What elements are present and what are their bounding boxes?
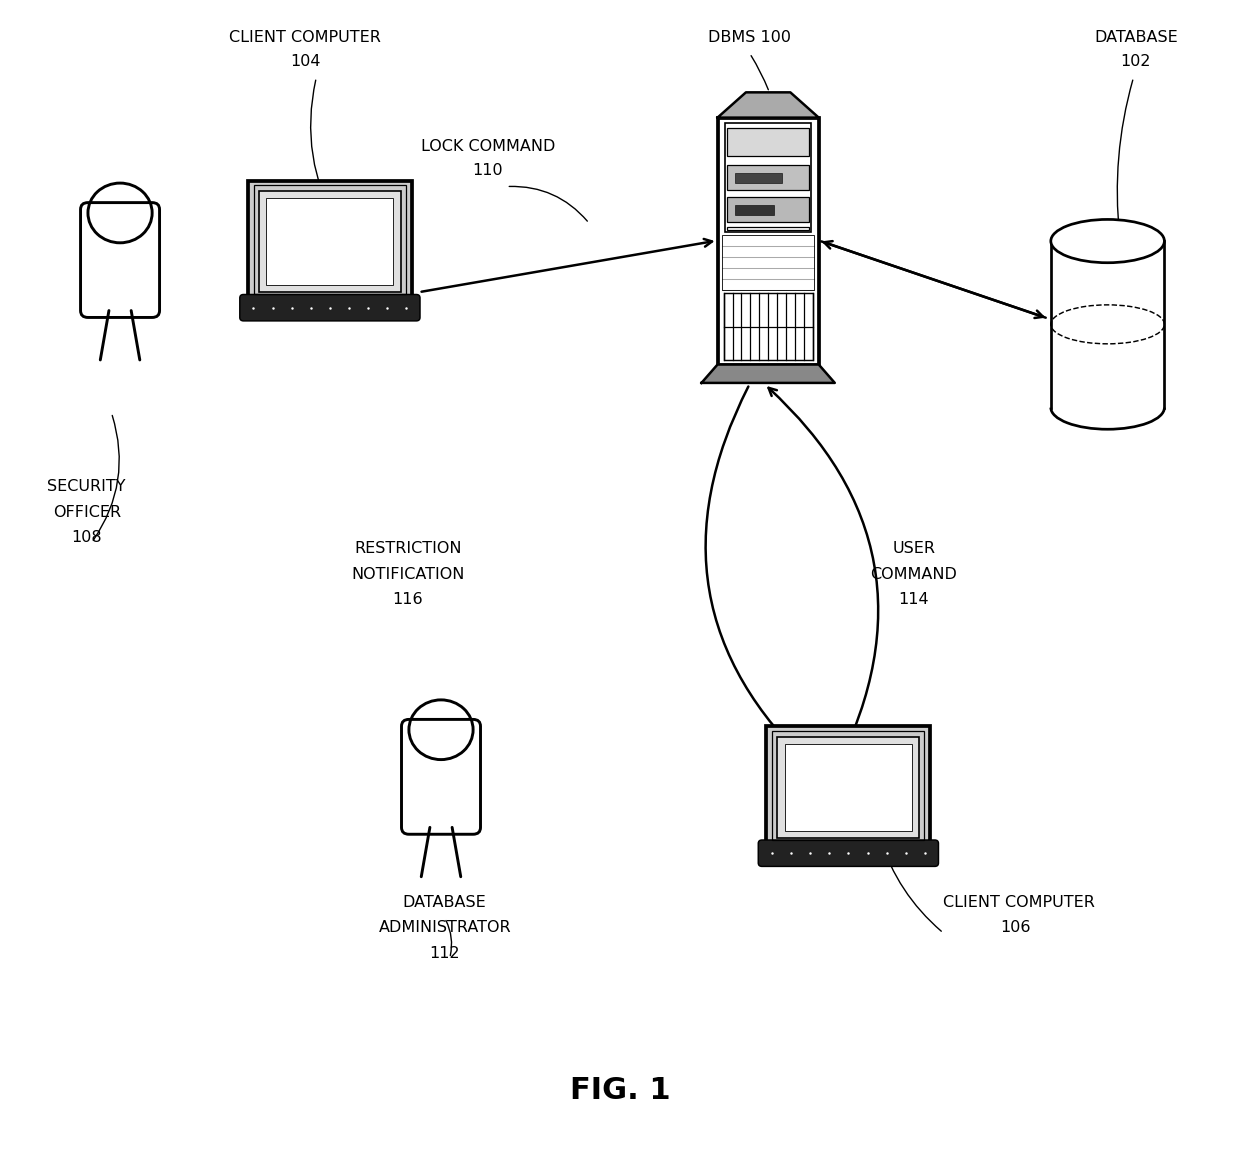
Bar	[718, 118, 818, 365]
Text: 114: 114	[899, 592, 929, 607]
Text: LOCK COMMAND: LOCK COMMAND	[420, 140, 556, 155]
Ellipse shape	[1050, 219, 1164, 263]
Bar	[766, 726, 930, 845]
Text: 110: 110	[472, 164, 503, 179]
Text: 102: 102	[1121, 54, 1151, 69]
Bar	[728, 226, 808, 230]
Bar	[728, 197, 808, 222]
Polygon shape	[702, 365, 835, 383]
Bar	[724, 293, 812, 360]
Bar	[777, 736, 919, 838]
Polygon shape	[718, 92, 818, 118]
Text: 116: 116	[392, 592, 423, 607]
Text: FIG. 1: FIG. 1	[569, 1077, 671, 1106]
Bar	[254, 186, 405, 294]
Bar	[1050, 241, 1164, 407]
Text: DATABASE: DATABASE	[1094, 30, 1178, 45]
Text: DBMS 100: DBMS 100	[708, 30, 791, 45]
Text: CLIENT COMPUTER: CLIENT COMPUTER	[944, 896, 1095, 911]
Text: DATABASE: DATABASE	[403, 896, 486, 911]
Bar	[267, 198, 393, 285]
Text: OFFICER: OFFICER	[52, 504, 120, 519]
Bar	[785, 743, 911, 831]
Bar	[773, 730, 924, 840]
Bar	[728, 165, 808, 190]
Text: 104: 104	[290, 54, 320, 69]
Text: ADMINISTRATOR: ADMINISTRATOR	[378, 920, 511, 935]
FancyBboxPatch shape	[758, 840, 939, 867]
Bar	[735, 173, 782, 183]
Text: COMMAND: COMMAND	[870, 567, 957, 582]
Bar	[248, 181, 412, 299]
Bar	[723, 234, 813, 290]
Text: RESTRICTION: RESTRICTION	[353, 541, 461, 556]
Text: USER: USER	[893, 541, 935, 556]
Bar	[735, 205, 774, 216]
Text: 108: 108	[72, 530, 102, 545]
Text: 112: 112	[429, 945, 460, 960]
Bar	[728, 128, 808, 156]
FancyBboxPatch shape	[239, 294, 420, 321]
Text: CLIENT COMPUTER: CLIENT COMPUTER	[229, 30, 381, 45]
Bar	[259, 192, 401, 292]
Text: 106: 106	[999, 920, 1030, 935]
Bar	[725, 123, 811, 232]
Text: SECURITY: SECURITY	[47, 479, 126, 494]
Text: NOTIFICATION: NOTIFICATION	[351, 567, 464, 582]
